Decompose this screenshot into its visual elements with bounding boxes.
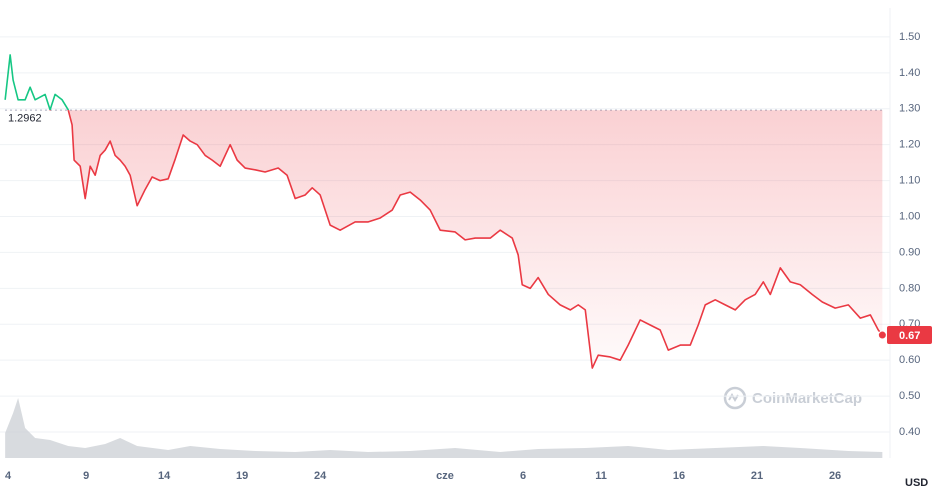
y-tick-label: 1.00 — [899, 210, 920, 222]
y-tick-label: 1.30 — [899, 103, 920, 115]
x-tick-label: 21 — [751, 470, 763, 482]
y-tick-label: 0.80 — [899, 282, 920, 294]
baseline-label: 1.2962 — [8, 112, 42, 124]
x-tick-label: cze — [436, 470, 454, 482]
volume-area — [5, 398, 883, 458]
x-tick-label: 9 — [83, 470, 89, 482]
x-tick-label: 24 — [314, 470, 327, 482]
y-tick-label: 1.20 — [899, 139, 920, 151]
watermark-text: CoinMarketCap — [752, 390, 862, 407]
y-tick-label: 0.50 — [899, 390, 920, 402]
x-tick-label: 4 — [5, 470, 12, 482]
x-tick-label: 11 — [595, 470, 607, 482]
x-tick-label: 16 — [673, 470, 685, 482]
last-point — [877, 330, 887, 340]
watermark: CoinMarketCap — [723, 386, 862, 410]
x-tick-label: 19 — [236, 470, 248, 482]
price-tag — [887, 326, 932, 345]
currency-label: USD — [905, 477, 928, 489]
y-tick-label: 0.90 — [899, 246, 920, 258]
y-tick-label: 0.40 — [899, 426, 920, 438]
x-tick-label: 14 — [158, 470, 171, 482]
y-tick-label: 1.50 — [899, 31, 920, 43]
y-tick-label: 0.60 — [899, 354, 920, 366]
price-tag-label: 0.67 — [899, 330, 920, 342]
area-fill — [5, 110, 883, 369]
x-tick-label: 6 — [520, 470, 526, 482]
y-tick-label: 1.40 — [899, 67, 920, 79]
price-line-down — [49, 110, 883, 369]
x-tick-label: 26 — [829, 470, 841, 482]
y-tick-label: 1.10 — [899, 175, 920, 187]
